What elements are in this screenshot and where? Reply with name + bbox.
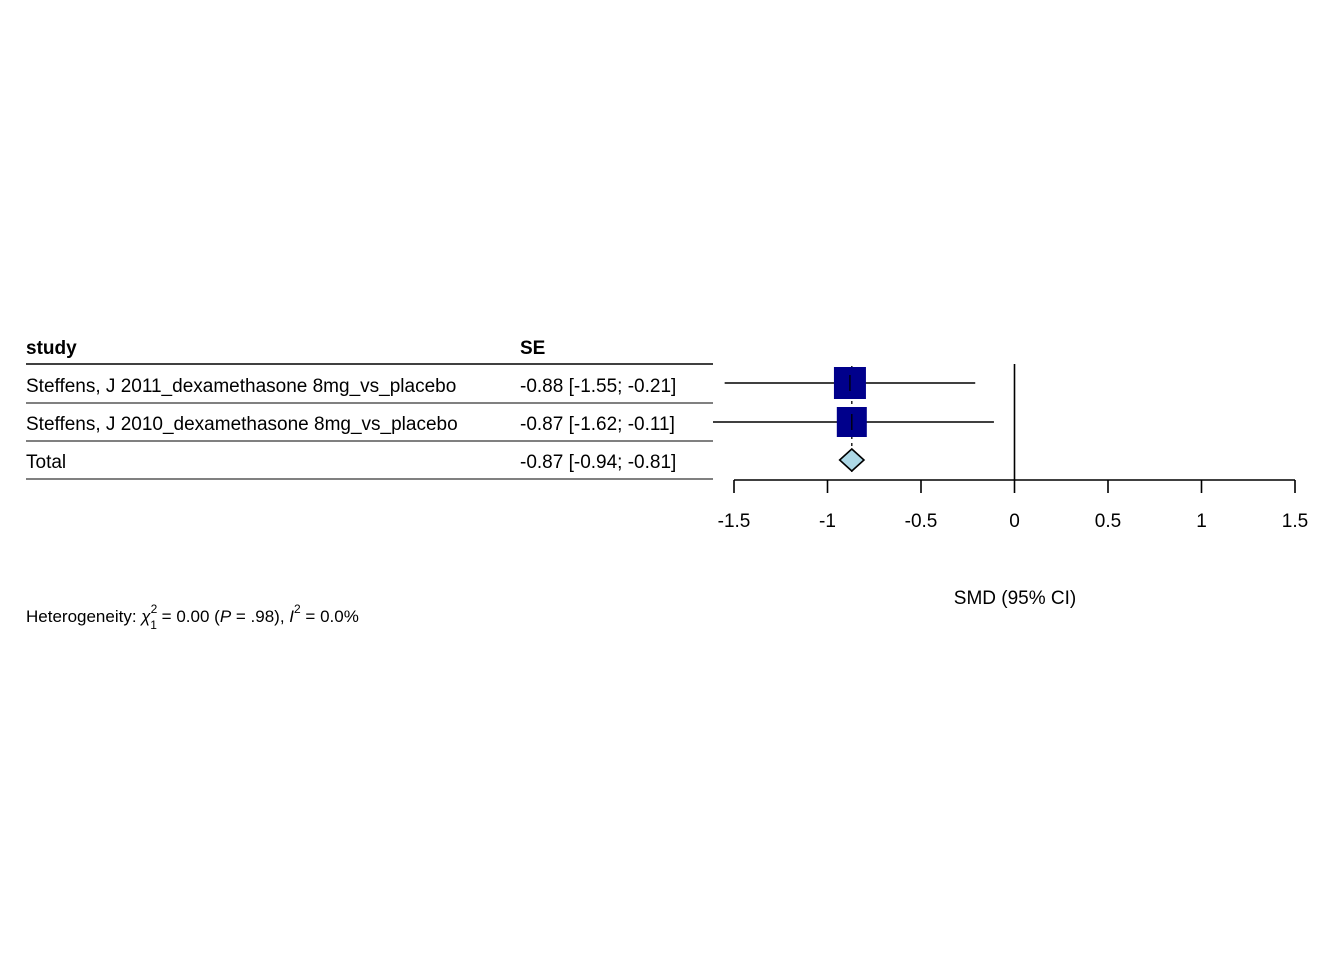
x-tick-label: 1.5	[1282, 511, 1308, 532]
x-tick-label: -1	[819, 511, 836, 532]
x-axis-label: SMD (95% CI)	[954, 588, 1076, 609]
x-tick-label: 0	[1009, 511, 1020, 532]
study-effect-text-2: -0.87 [-1.62; -0.11]	[520, 414, 675, 435]
i-value: = 0.0%	[301, 607, 359, 626]
chi-subscript: 1	[150, 618, 157, 632]
total-effect-text: -0.87 [-0.94; -0.81]	[520, 452, 676, 473]
study-column-header: study	[26, 338, 77, 359]
pooled-diamond	[838, 447, 866, 473]
x-tick-label: 0.5	[1095, 511, 1121, 532]
i-symbol: I	[289, 607, 294, 626]
study-effect-text-1: -0.88 [-1.55; -0.21]	[520, 376, 676, 397]
x-axis-ticks: -1.5 -1 -0.5 0 0.5 1 1.5	[718, 480, 1308, 532]
p-symbol: P	[220, 607, 232, 626]
study-label-2: Steffens, J 2010_dexamethasone 8mg_vs_pl…	[26, 414, 458, 435]
x-tick-label: -0.5	[905, 511, 938, 532]
heterogeneity-text: Heterogeneity: χ2 1 = 0.00 (P = .98), I2 …	[26, 602, 359, 632]
x-tick-label: 1	[1196, 511, 1207, 532]
study-label-1: Steffens, J 2011_dexamethasone 8mg_vs_pl…	[26, 376, 456, 397]
total-label: Total	[26, 452, 66, 473]
effect-column-header: SE	[520, 338, 545, 359]
x-tick-label: -1.5	[718, 511, 751, 532]
chi-value: = 0.00 (	[157, 607, 220, 626]
i-superscript: 2	[294, 602, 301, 616]
chi-symbol: χ	[139, 607, 151, 626]
p-value: = .98),	[231, 607, 289, 626]
heterogeneity-prefix: Heterogeneity:	[26, 607, 141, 626]
chi-superscript: 2	[151, 602, 158, 616]
